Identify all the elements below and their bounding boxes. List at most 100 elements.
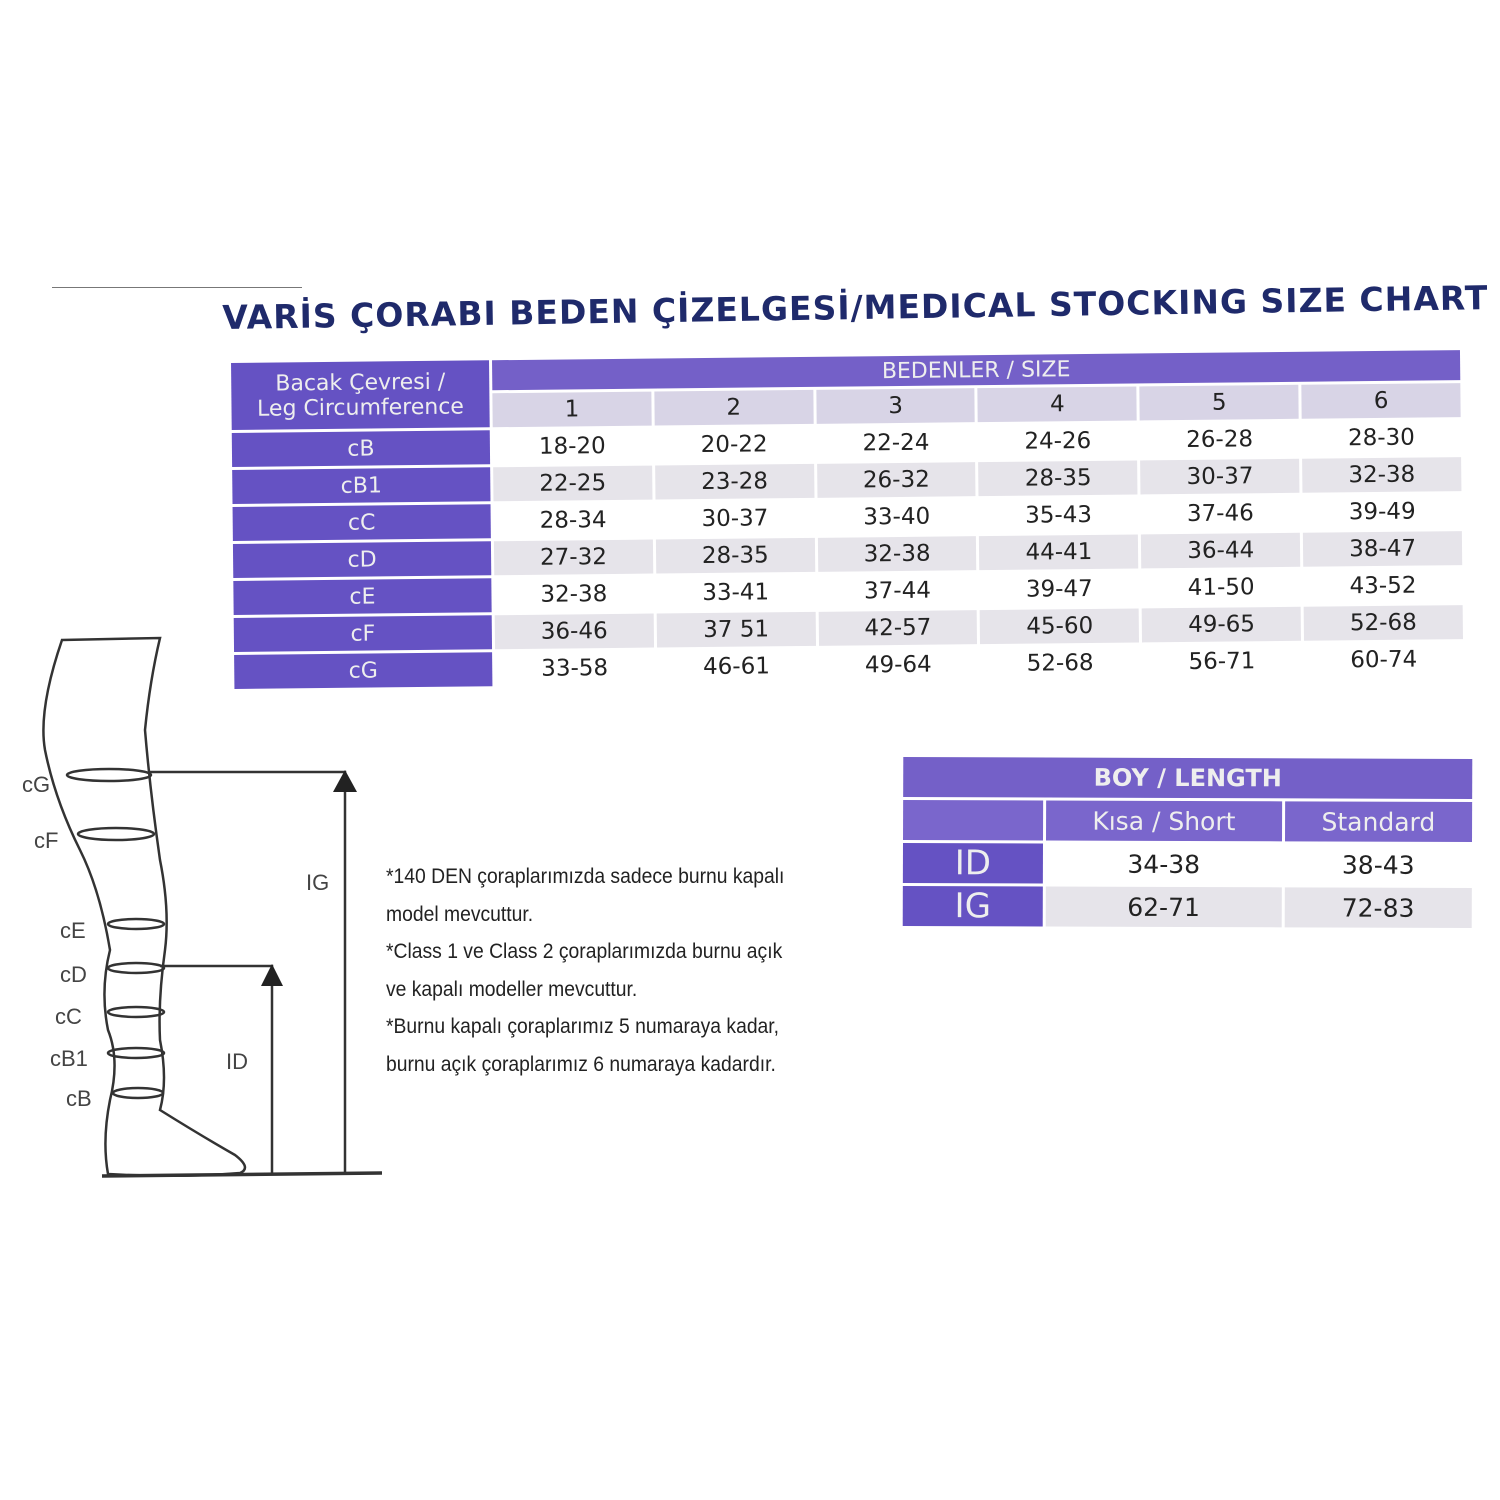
size-header-1: 1 — [492, 391, 652, 428]
table-cell: 37-46 — [1186, 500, 1254, 527]
table-cell: 35-43 — [1025, 501, 1093, 529]
label-cD: cD — [60, 962, 87, 987]
table-cell: 28-30 — [1347, 424, 1415, 452]
table-cell: 28-34 — [539, 507, 607, 534]
table-cell: 26-28 — [1186, 426, 1254, 453]
band-cF — [76, 826, 156, 842]
table-cell: 39-47 — [1025, 575, 1093, 603]
table-cell: 33-41 — [702, 579, 770, 607]
table-cell: 27-32 — [493, 539, 654, 576]
table-cell: 46-61 — [702, 653, 771, 681]
table-cell: 22-25 — [493, 465, 653, 502]
band-cG — [65, 767, 153, 783]
length-row: ID 34-38 38-43 — [902, 843, 1472, 885]
leg-diagram: cG cF cE cD cC cB1 cB IG ID — [22, 636, 383, 1178]
table-cell: 32-38 — [817, 536, 977, 572]
label-cC: cC — [55, 1004, 82, 1029]
length-cell: 34-38 — [1127, 849, 1201, 879]
size-chart-table: Bacak Çevresi / Leg Circumference BEDENL… — [228, 347, 1466, 692]
page-title: VARİS ÇORABI BEDEN ÇİZELGESİ/MEDICAL STO… — [222, 278, 1489, 337]
band-cD — [106, 961, 166, 975]
table-cell: 23-28 — [654, 463, 815, 500]
table-cell: 38-47 — [1303, 531, 1463, 567]
band-cE — [106, 917, 166, 931]
column-standard: Standard — [1284, 801, 1473, 842]
row-header: Bacak Çevresi / Leg Circumference — [231, 360, 490, 430]
table-cell: 42-57 — [818, 610, 978, 646]
id-arrow-icon — [261, 964, 283, 986]
table-cell: 18-20 — [538, 433, 606, 460]
note-line: *Burnu kapalı çoraplarımız 5 numaraya ka… — [386, 1015, 780, 1038]
band-cB — [111, 1086, 165, 1100]
table-cell: 44-41 — [979, 534, 1139, 571]
table-cell: 20-22 — [700, 431, 768, 459]
note-line: burnu açık çoraplarımız 6 numaraya kadar… — [386, 1052, 776, 1076]
row-label: cE — [233, 578, 492, 615]
label-cG: cG — [22, 772, 50, 797]
size-header-5: 5 — [1139, 384, 1299, 421]
size-header-6: 6 — [1301, 383, 1461, 419]
row-label: cC — [232, 504, 491, 541]
table-cell: 60-74 — [1350, 646, 1418, 674]
length-cell: 38-43 — [1341, 850, 1415, 880]
length-corner — [903, 800, 1044, 841]
table-cell: 45-60 — [980, 608, 1140, 645]
table-cell: 30-37 — [701, 505, 769, 533]
band-cC — [106, 1005, 166, 1019]
table-cell: 39-49 — [1348, 498, 1416, 526]
size-header-2: 2 — [654, 389, 814, 426]
table-cell: 56-71 — [1188, 648, 1256, 675]
table-cell: 49-64 — [864, 651, 932, 679]
notes: *140 DEN çoraplarımızda sadece burnu kap… — [386, 858, 818, 1083]
table-cell: 36-46 — [494, 613, 654, 650]
table-cell: 41-50 — [1187, 574, 1255, 601]
label-cF: cF — [34, 828, 58, 853]
table-cell: 37 51 — [656, 611, 816, 648]
ig-line — [150, 770, 347, 1173]
note-line: ve kapalı modeller mevcuttur. — [386, 977, 638, 1001]
table-cell: 43-52 — [1349, 572, 1417, 600]
row-header-line2: Leg Circumference — [256, 394, 465, 422]
table-cell: 52-68 — [1026, 649, 1094, 677]
label-IG: IG — [306, 870, 329, 895]
table-cell: 22-24 — [862, 429, 930, 457]
table-cell: 37-44 — [863, 577, 932, 605]
table-cell: 36-44 — [1141, 532, 1301, 569]
length-row-label: IG — [902, 886, 1043, 927]
label-cB: cB — [66, 1086, 92, 1111]
table-cell: 33-40 — [863, 503, 931, 531]
id-line — [160, 964, 274, 1173]
length-table: BOY / LENGTH Kısa / Short Standard ID 34-… — [900, 754, 1476, 931]
note-line: *Class 1 ve Class 2 çoraplarımızda burnu… — [386, 940, 783, 963]
table-cell: 32-38 — [540, 581, 608, 608]
length-row: IG 62-71 72-83 — [902, 886, 1472, 928]
table-cell: 30-37 — [1140, 458, 1300, 495]
length-cell: 62-71 — [1045, 886, 1282, 928]
band-cB1 — [106, 1046, 166, 1060]
table-cell: 49-65 — [1141, 606, 1302, 643]
length-header: BOY / LENGTH — [903, 757, 1473, 799]
table-cell: 26-32 — [816, 462, 976, 498]
ig-arrow-icon — [333, 770, 357, 792]
table-cell: 28-35 — [978, 460, 1138, 497]
note-line: model mevcuttur. — [386, 902, 534, 926]
length-cell: 72-83 — [1284, 887, 1472, 928]
table-cell: 24-26 — [1024, 427, 1092, 455]
divider-line — [52, 287, 302, 288]
row-label: cD — [232, 541, 492, 578]
note-line: *140 DEN çoraplarımızda sadece burnu kap… — [386, 865, 785, 888]
row-label: cB — [231, 430, 491, 467]
label-cE: cE — [60, 918, 86, 943]
ground-line — [101, 1171, 383, 1178]
column-short: Kısa / Short — [1046, 800, 1282, 842]
table-cell: 32-38 — [1302, 457, 1462, 493]
length-row-label: ID — [902, 843, 1043, 884]
row-header-line1: Bacak Çevresi / — [275, 369, 446, 397]
size-header-4: 4 — [977, 386, 1137, 423]
table-cell: 52-68 — [1303, 605, 1463, 641]
table-cell: 33-58 — [541, 655, 609, 682]
size-header-3: 3 — [816, 388, 976, 424]
table-cell: 28-35 — [655, 537, 815, 574]
row-label: cB1 — [232, 467, 491, 504]
label-cB1: cB1 — [50, 1046, 88, 1071]
